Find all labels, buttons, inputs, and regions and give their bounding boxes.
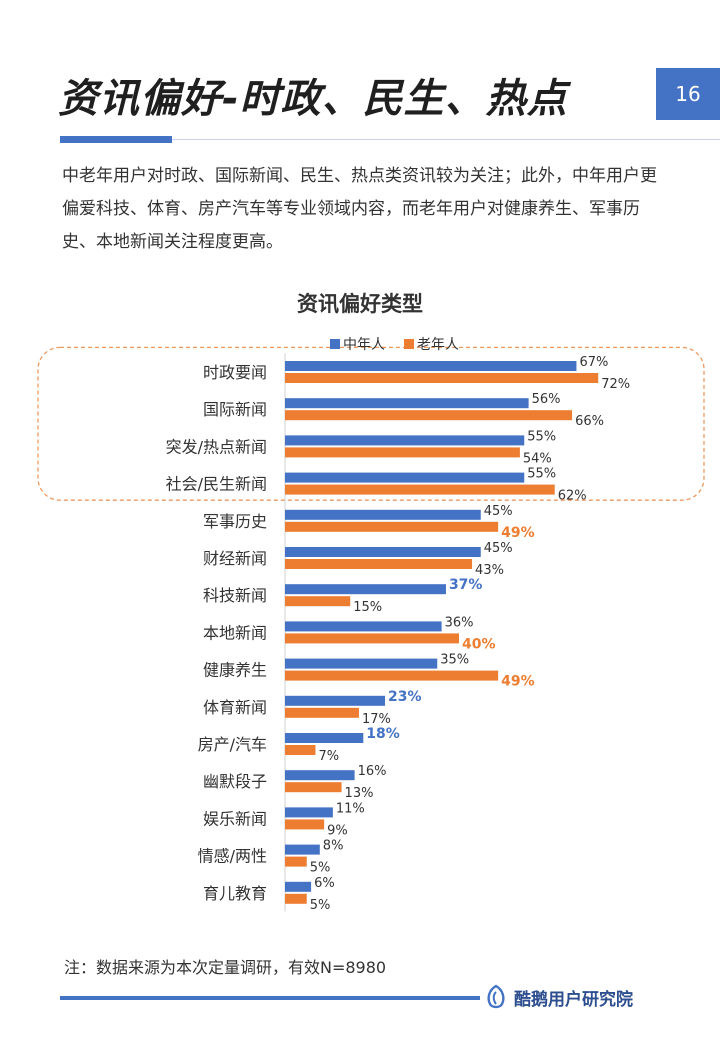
data-label: 40% bbox=[462, 636, 496, 652]
legend-label: 中年人 bbox=[343, 337, 385, 353]
data-label: 8% bbox=[323, 839, 344, 854]
data-label: 56% bbox=[532, 392, 561, 407]
category-label: 娱乐新闻 bbox=[203, 809, 267, 828]
bar-middle-aged bbox=[285, 584, 446, 595]
data-label: 18% bbox=[366, 726, 400, 742]
data-label: 16% bbox=[358, 764, 387, 779]
category-label: 突发/热点新闻 bbox=[166, 437, 267, 456]
category-label: 科技新闻 bbox=[203, 586, 267, 605]
bar-middle-aged bbox=[285, 733, 364, 743]
data-label: 45% bbox=[484, 504, 513, 519]
title-accent-bar bbox=[60, 136, 172, 143]
source-note: 注：数据来源为本次定量调研，有效N=8980 bbox=[64, 958, 387, 977]
chart-title: 资讯偏好类型 bbox=[297, 292, 423, 316]
bar-middle-aged bbox=[285, 770, 355, 781]
category-label: 健康养生 bbox=[203, 661, 267, 680]
bar-middle-aged bbox=[285, 361, 577, 371]
bar-elderly bbox=[285, 782, 342, 793]
category-label: 社会/民生新闻 bbox=[166, 475, 267, 494]
bar-elderly bbox=[285, 447, 520, 458]
bar-elderly bbox=[285, 633, 459, 644]
category-label: 国际新闻 bbox=[203, 400, 267, 419]
data-label: 66% bbox=[575, 414, 604, 429]
bar-middle-aged bbox=[285, 881, 312, 892]
data-label: 54% bbox=[523, 451, 552, 466]
data-label: 17% bbox=[362, 712, 391, 727]
data-label: 13% bbox=[345, 786, 374, 801]
data-label: 5% bbox=[310, 898, 331, 913]
bar-middle-aged bbox=[285, 509, 481, 520]
penguin-logo-icon bbox=[487, 984, 505, 1009]
bar-elderly bbox=[285, 745, 316, 755]
bar-elderly bbox=[285, 410, 573, 421]
footer-brand-name: 酷鹅用户研究院 bbox=[514, 989, 633, 1010]
bar-middle-aged bbox=[285, 844, 320, 855]
bar-elderly bbox=[285, 819, 325, 830]
bar-elderly bbox=[285, 893, 307, 904]
data-label: 11% bbox=[336, 801, 365, 816]
page-number-badge: 16 bbox=[656, 68, 720, 120]
legend-swatch bbox=[330, 339, 340, 349]
data-label: 55% bbox=[527, 429, 556, 444]
data-label: 37% bbox=[449, 577, 483, 593]
data-label: 5% bbox=[310, 861, 331, 876]
bar-middle-aged bbox=[285, 807, 333, 818]
data-label: 49% bbox=[501, 525, 535, 541]
bar-middle-aged bbox=[285, 621, 442, 632]
footer-brand: 酷鹅用户研究院 bbox=[484, 984, 633, 1010]
category-label: 情感/两性 bbox=[198, 847, 267, 866]
bar-middle-aged bbox=[285, 472, 525, 483]
bar-elderly bbox=[285, 559, 473, 569]
bar-elderly bbox=[285, 521, 499, 532]
data-label: 9% bbox=[327, 823, 348, 838]
bar-middle-aged bbox=[285, 547, 481, 557]
category-label: 财经新闻 bbox=[203, 549, 267, 568]
bar-elderly bbox=[285, 484, 555, 495]
title-divider bbox=[172, 139, 720, 140]
legend-label: 老年人 bbox=[417, 337, 459, 353]
data-label: 36% bbox=[445, 615, 474, 630]
bar-elderly bbox=[285, 707, 359, 718]
bar-middle-aged bbox=[285, 435, 525, 446]
summary-text: 中老年用户对时政、国际新闻、民生、热点类资讯较为关注；此外，中年用户更偏爱科技、… bbox=[62, 166, 657, 252]
data-label: 72% bbox=[601, 377, 630, 392]
category-label: 时政要闻 bbox=[203, 363, 267, 382]
category-label: 军事历史 bbox=[203, 512, 267, 531]
data-label: 45% bbox=[484, 541, 513, 556]
bar-chart: 中年人 老年人时政要闻67%72%国际新闻56%66%突发/热点新闻55%54%社… bbox=[37, 337, 705, 913]
bar-middle-aged bbox=[285, 695, 386, 706]
data-label: 55% bbox=[527, 467, 556, 482]
category-label: 幽默段子 bbox=[203, 772, 267, 791]
bar-elderly bbox=[285, 596, 351, 607]
bar-elderly bbox=[285, 856, 307, 867]
data-label: 43% bbox=[475, 563, 504, 578]
category-label: 育儿教育 bbox=[203, 884, 267, 903]
category-label: 本地新闻 bbox=[203, 623, 267, 642]
category-label: 房产/汽车 bbox=[198, 735, 267, 754]
legend-swatch bbox=[404, 339, 414, 349]
bar-elderly bbox=[285, 373, 599, 383]
data-label: 15% bbox=[353, 600, 382, 615]
footer-line bbox=[60, 996, 480, 1000]
data-label: 35% bbox=[440, 653, 469, 668]
category-label: 体育新闻 bbox=[203, 698, 267, 717]
bar-middle-aged bbox=[285, 658, 438, 669]
bar-elderly bbox=[285, 670, 499, 681]
data-label: 23% bbox=[388, 689, 422, 705]
data-label: 67% bbox=[579, 355, 608, 370]
data-label: 62% bbox=[558, 489, 587, 504]
data-label: 49% bbox=[501, 674, 535, 690]
page-title: 资讯偏好-时政、民生、热点 bbox=[58, 76, 568, 122]
data-label: 7% bbox=[318, 749, 339, 764]
bar-middle-aged bbox=[285, 398, 529, 409]
data-label: 6% bbox=[314, 876, 335, 891]
highlight-box bbox=[37, 346, 705, 501]
